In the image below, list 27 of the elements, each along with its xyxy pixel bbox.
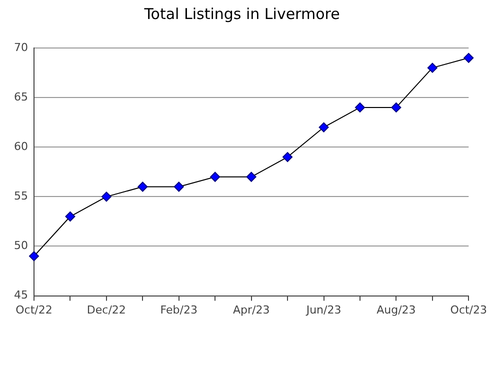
point [427,62,438,73]
y-tick-label: 60 [14,140,28,153]
y-tick-label: 65 [14,90,28,104]
point [65,212,76,222]
point [246,172,256,182]
point [101,192,112,202]
point [138,182,148,192]
chart-title: Total Listings in Livermore [143,4,340,23]
x-tick-label: Apr/23 [232,303,270,316]
x-tick-label: Oct/22 [16,303,52,316]
point [28,251,39,262]
point [174,182,184,192]
x-tick-label: Oct/23 [450,303,488,316]
y-tick-label: 55 [14,190,28,203]
point [210,172,220,182]
x-tick-label: Jun/23 [305,303,342,316]
y-tick-label: 70 [14,40,28,54]
y-tick-label: 50 [14,239,28,252]
x-tick-label: Dec/22 [86,303,126,316]
point [464,52,474,63]
x-tick-label: Aug/23 [376,303,416,316]
point [282,152,293,162]
y-tick-label: 45 [14,288,28,302]
point [354,102,365,112]
point [318,122,329,132]
x-tick-label: Feb/23 [160,303,198,316]
point [391,102,402,112]
